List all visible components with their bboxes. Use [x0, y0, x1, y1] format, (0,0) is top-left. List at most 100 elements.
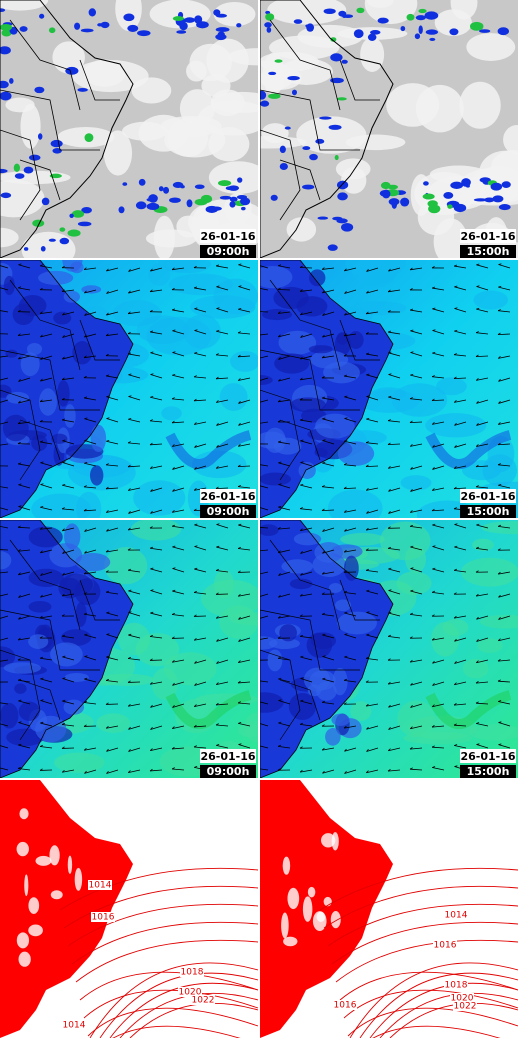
- wind-arrow: [410, 374, 423, 379]
- wind-arrow-head: [476, 523, 480, 526]
- wind-arrow: [150, 681, 163, 685]
- wind-arrow: [322, 747, 335, 751]
- cloud: [20, 103, 41, 149]
- wind-arrow-head: [150, 395, 154, 398]
- wind-arrow: [128, 311, 141, 315]
- wind-arrow-head: [237, 570, 241, 573]
- land-patch: [267, 649, 283, 672]
- wind-arrow-head: [194, 660, 197, 664]
- wind-arrow: [172, 309, 185, 313]
- isobar-closed: [379, 992, 518, 1038]
- wind-arrow: [84, 509, 97, 512]
- state-border: [9, 279, 81, 371]
- time-label: 09:00h: [207, 765, 250, 778]
- wind-arrow-head: [366, 633, 370, 636]
- wind-arrow-head: [18, 356, 21, 360]
- land-gap: [281, 912, 289, 939]
- wind-arrow: [432, 421, 445, 425]
- state-border: [260, 649, 301, 741]
- wind-arrow: [344, 634, 357, 639]
- wind-arrow: [300, 289, 313, 292]
- wind-arrow: [277, 289, 291, 291]
- wind-arrow-head: [278, 334, 281, 338]
- wind-arrow: [432, 376, 445, 379]
- wind-arrow-head: [84, 313, 87, 316]
- wind-arrow: [62, 377, 75, 381]
- wind-arrow: [194, 725, 207, 728]
- rain-cell: [138, 178, 146, 186]
- wind-arrow-head: [343, 702, 347, 705]
- wind-arrow-head: [18, 721, 22, 723]
- wind-arrow-head: [278, 699, 282, 701]
- wind-arrow: [300, 311, 313, 316]
- wind-arrow-head: [277, 526, 281, 530]
- time-box: [460, 765, 516, 778]
- wind-arrow-head: [127, 331, 131, 335]
- wind-arrow-head: [105, 590, 110, 593]
- isobar: [59, 867, 258, 911]
- rain-cell: [302, 184, 315, 190]
- wind-arrow-head: [344, 312, 347, 316]
- wind-arrow: [432, 746, 445, 749]
- time-box: [200, 505, 256, 518]
- rain-cell: [122, 182, 128, 186]
- wind-arrow-head: [344, 395, 348, 398]
- wind-arrow-head: [410, 488, 413, 492]
- wind-arrow-head: [497, 356, 501, 359]
- wind-arrow: [128, 747, 141, 752]
- rain-cell: [330, 37, 337, 42]
- rain-cell: [415, 15, 426, 21]
- wind-arrow: [344, 418, 357, 423]
- wind-arrow-head: [193, 590, 197, 593]
- wind-arrow: [40, 462, 53, 467]
- wind-arrow-head: [61, 614, 65, 617]
- wind-arrow-head: [410, 705, 413, 708]
- wind-arrow-head: [454, 638, 457, 642]
- wind-arrow-head: [216, 660, 219, 664]
- wind-arrow: [344, 725, 357, 729]
- wind-arrow-head: [300, 572, 303, 576]
- wind-arrow: [106, 311, 119, 316]
- wind-arrow: [322, 267, 335, 270]
- wind-arrow: [300, 593, 313, 597]
- wind-arrow: [498, 571, 511, 575]
- wind-arrow-head: [432, 660, 435, 664]
- wind-arrow: [40, 506, 53, 511]
- wind-arrow-head: [238, 523, 242, 526]
- isobar-closed: [359, 972, 518, 1038]
- rain-cell: [284, 126, 291, 130]
- wind-arrow: [106, 333, 119, 337]
- wind-arrow: [476, 593, 489, 597]
- wind-arrow: [344, 267, 357, 272]
- land-patch: [81, 285, 102, 294]
- wind-arrow-head: [149, 634, 153, 637]
- wind-patch: [213, 569, 234, 599]
- rain-cell: [229, 196, 238, 202]
- rain-cell: [315, 138, 325, 144]
- land-gap: [312, 911, 327, 932]
- wind-arrow: [40, 311, 53, 314]
- wind-arrow-head: [149, 466, 153, 469]
- wind-arrow-head: [215, 723, 219, 726]
- wind-arrow: [238, 744, 251, 749]
- wind-arrow-head: [83, 747, 87, 751]
- wind-arrow-head: [149, 768, 153, 772]
- wind-arrow-head: [172, 726, 175, 729]
- wind-arrow-head: [453, 507, 457, 510]
- wind-arrow-head: [40, 378, 43, 382]
- wind-arrow: [216, 524, 229, 529]
- wind-arrow: [106, 769, 119, 774]
- wind-arrow-head: [105, 702, 109, 705]
- wind-arrow: [260, 637, 269, 640]
- wind-arrow: [150, 487, 163, 492]
- wind-arrow-head: [365, 311, 369, 315]
- rain-cell: [32, 219, 45, 227]
- wind-arrow-head: [388, 330, 392, 333]
- wind-arrow-head: [18, 379, 21, 382]
- land-patch: [334, 599, 352, 612]
- wind-arrow: [172, 443, 185, 447]
- date-box: [460, 749, 516, 763]
- wind-arrow-head: [127, 703, 131, 707]
- wind-arrow: [238, 355, 251, 358]
- wind-arrow: [106, 656, 119, 661]
